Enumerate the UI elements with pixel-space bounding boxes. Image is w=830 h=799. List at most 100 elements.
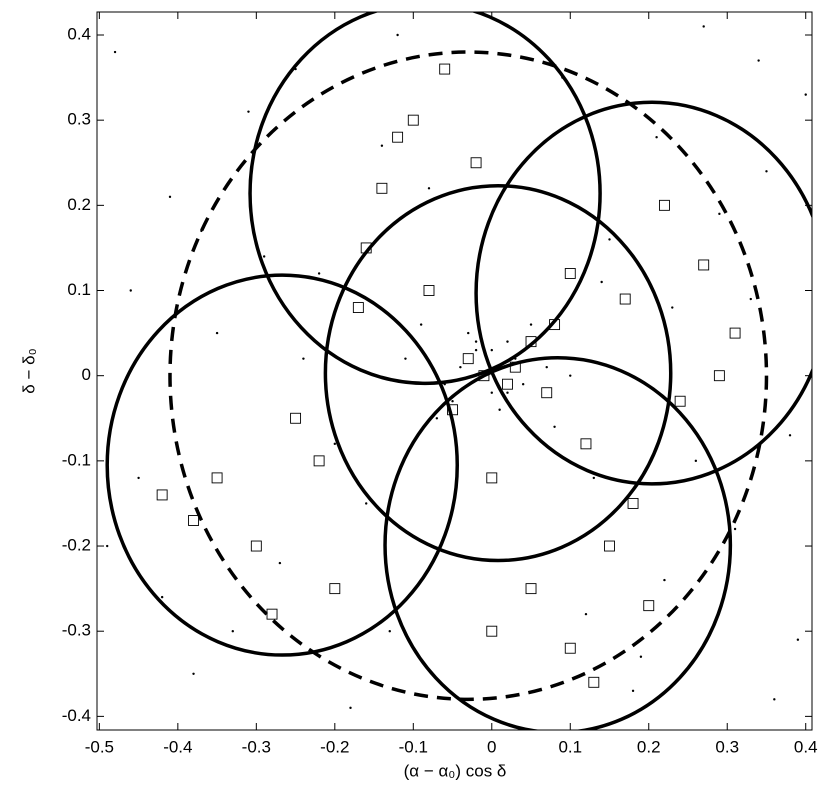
square-marker [376,182,388,194]
dot-marker [529,323,533,326]
dot-marker [671,306,674,309]
dot-marker [788,434,792,437]
square-marker [588,676,600,688]
dot-marker [490,348,493,352]
dot-marker [631,689,635,693]
y-axis-label: δ − δ₀ [19,348,38,393]
x-tick-label: 0.2 [637,737,661,756]
dot-marker [113,50,117,54]
dot-marker [247,110,250,113]
dot-marker [718,212,721,216]
dot-marker [419,323,423,326]
dot-marker [733,527,737,531]
square-marker [313,455,325,467]
x-tick-label: -0.4 [163,737,192,756]
square-marker [462,353,474,365]
square-marker [392,131,404,143]
x-axis-label: (α − α₀) cos δ [404,761,507,780]
dot-marker [639,655,643,658]
dot-marker [231,630,234,633]
dot-marker [569,374,572,377]
dot-marker [757,59,760,62]
y-tick-label: -0.4 [62,706,91,725]
dot-marker [459,365,462,369]
square-marker [266,608,278,620]
dot-marker [749,297,752,301]
dot-marker [490,391,493,394]
square-marker [439,63,451,75]
plot-area [105,12,812,730]
y-tick-label: 0.2 [67,195,91,214]
dot-marker [474,340,478,343]
square-marker [486,625,498,637]
dot-marker [262,255,266,258]
dot-marker [333,442,337,446]
y-tick-label: 0.1 [67,280,91,299]
square-marker [156,489,168,501]
x-tick-label: -0.5 [85,737,114,756]
dot-marker [498,408,501,411]
dot-marker [506,340,509,343]
plot-frame [96,11,813,731]
dot-marker [365,502,368,505]
dot-marker [553,425,556,428]
y-tick-label: -0.2 [62,536,91,555]
dot-marker [160,595,164,599]
square-marker [250,540,262,552]
dot-marker [106,544,109,548]
square-marker [407,114,419,126]
square-marker [619,293,631,305]
field-circle [474,100,812,486]
dot-marker [655,136,658,139]
dot-marker [765,170,768,173]
square-marker [564,642,576,654]
square-marker [423,285,435,296]
dot-marker [451,400,454,403]
x-tick-label: 0.1 [558,737,582,756]
dot-marker [804,93,807,96]
dot-marker [317,272,321,275]
dashed-circle [168,50,769,702]
square-marker [643,600,655,612]
y-tick-label: 0.4 [67,24,91,43]
field-circle [248,12,602,386]
dot-marker [192,672,195,675]
dot-marker [168,195,172,199]
y-tick-label: 0.3 [67,110,91,129]
square-marker [729,327,741,339]
dot-marker [388,630,391,633]
dot-marker [545,365,548,369]
dot-marker [584,612,588,616]
square-marker [713,370,725,382]
field-circle [323,184,673,563]
square-marker [627,497,639,509]
square-marker [470,157,482,169]
dot-marker [467,331,470,335]
field-circle [383,356,733,730]
dot-marker [608,238,611,241]
square-marker [525,583,537,595]
square-marker [658,199,670,211]
square-marker [698,259,710,271]
square-marker [541,387,553,399]
square-marker [604,540,615,552]
square-marker [188,515,199,526]
y-tick-label: -0.3 [62,621,91,640]
dot-marker [380,144,384,147]
dot-marker [302,357,305,360]
dot-marker [427,187,431,190]
field-circle [105,273,459,657]
x-tick-label: -0.3 [242,737,271,756]
dot-marker [349,706,352,710]
y-tick-label: 0 [82,365,91,384]
dot-marker [129,289,132,292]
square-marker [674,395,686,407]
dot-marker [592,476,596,480]
square-marker [211,472,223,484]
dot-marker [278,561,282,565]
square-marker [502,378,513,390]
x-tick-label: 0.4 [794,737,818,756]
dot-marker [796,638,800,641]
dot-marker [474,348,478,352]
x-tick-label: 0 [487,737,496,756]
